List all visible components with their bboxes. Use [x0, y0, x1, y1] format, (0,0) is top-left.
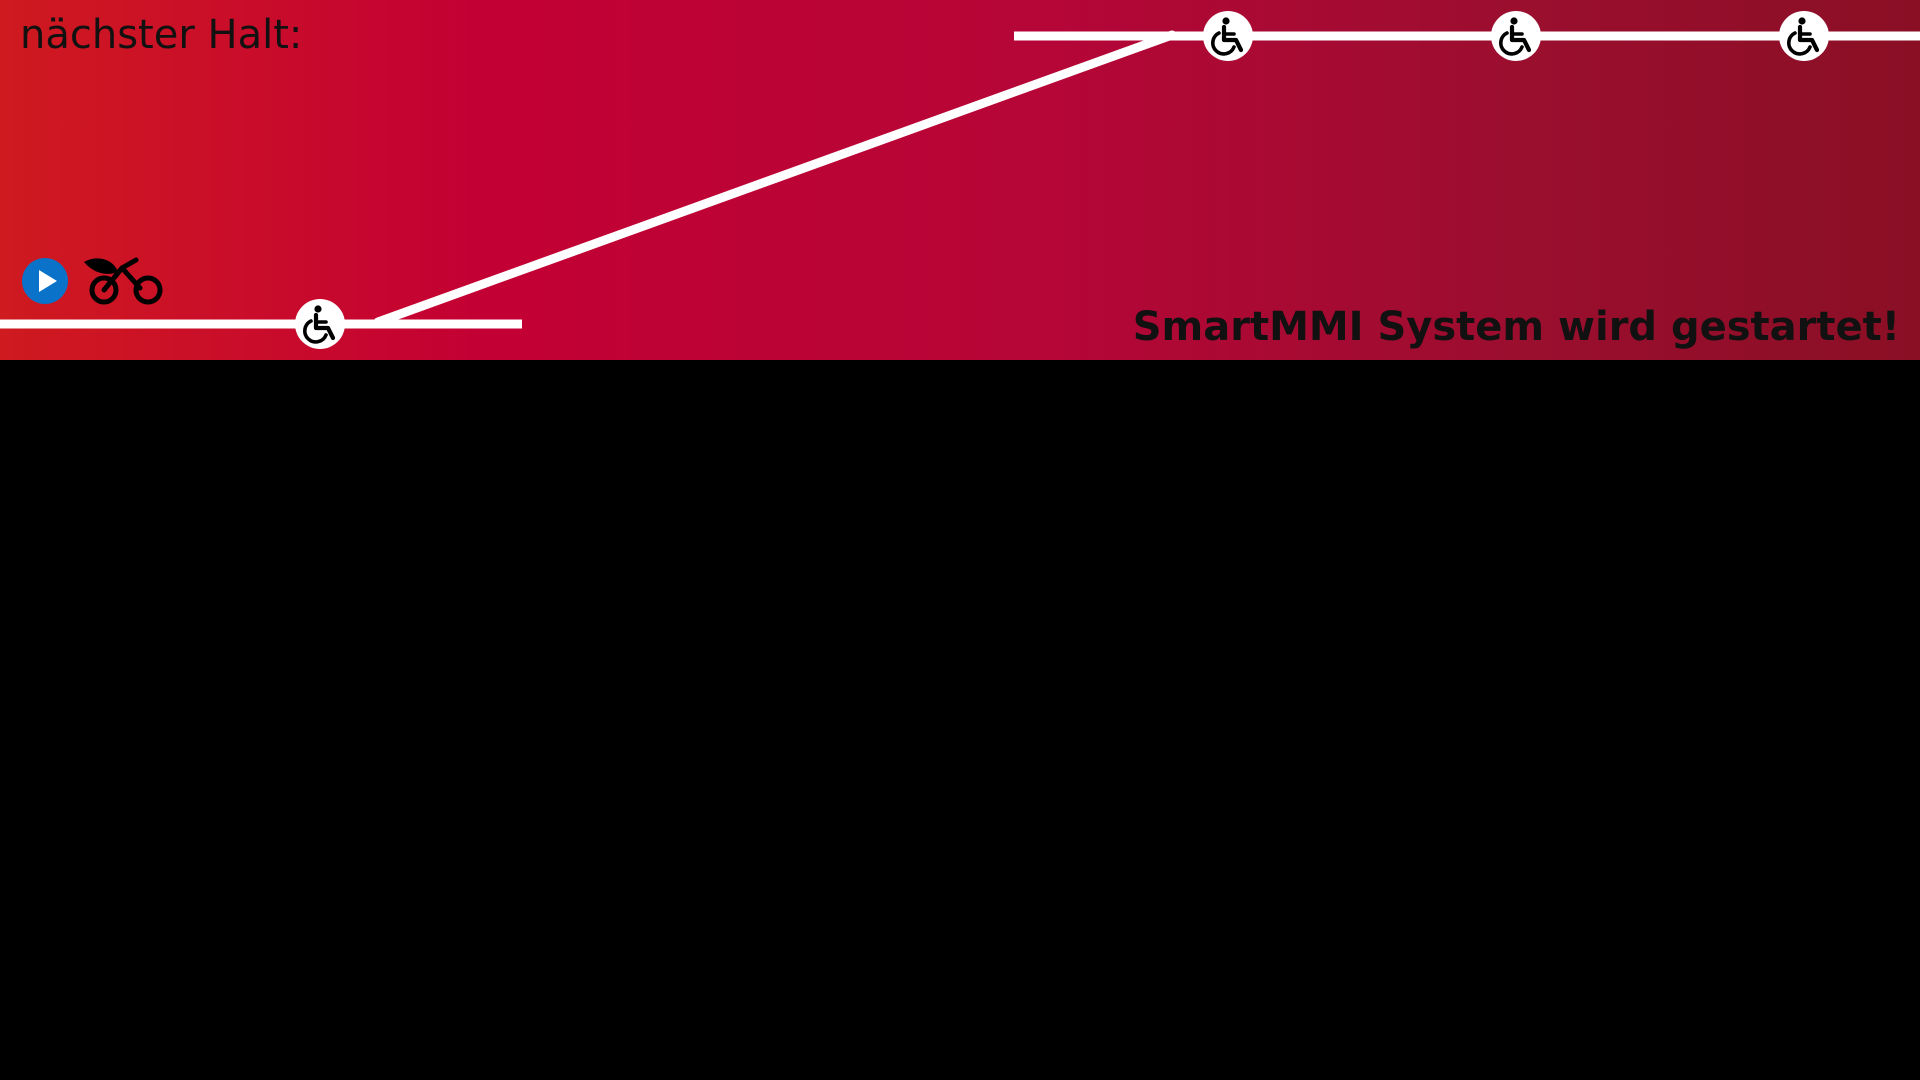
- e-bike-icon: [84, 257, 163, 305]
- stop-4-wheelchair-icon: [1779, 11, 1829, 61]
- play-circle-icon: [22, 258, 68, 304]
- route-diagram: [0, 0, 1920, 360]
- next-stop-label: nächster Halt:: [20, 12, 303, 58]
- system-status-message: SmartMMI System wird gestartet!: [1132, 304, 1900, 350]
- route-banner: nächster Halt: SmartMMI System wird gest…: [0, 0, 1920, 360]
- route-line-diagonal: [373, 30, 1177, 327]
- empty-display-area: [0, 360, 1920, 1080]
- stop-3-wheelchair-icon: [1491, 11, 1541, 61]
- stop-1-wheelchair-icon: [295, 299, 345, 349]
- stop-2-wheelchair-icon: [1203, 11, 1253, 61]
